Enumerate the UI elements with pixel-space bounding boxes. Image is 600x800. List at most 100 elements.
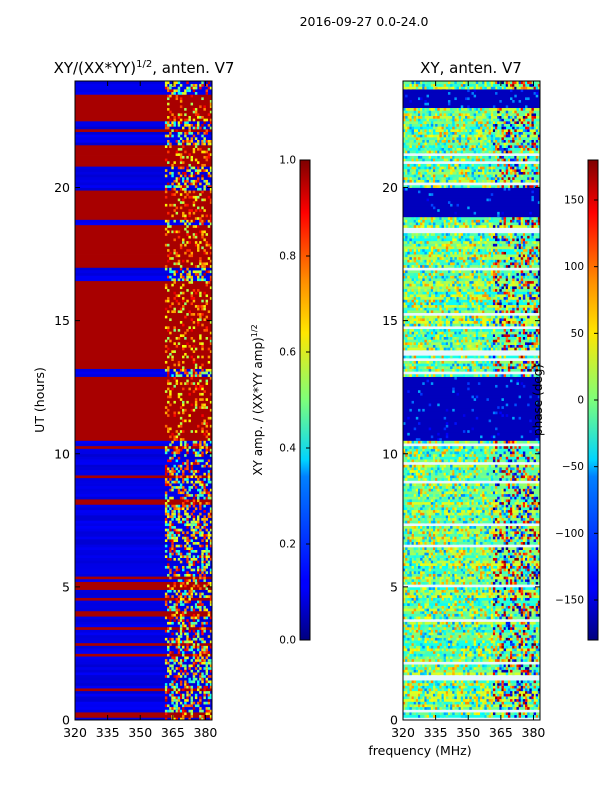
heatmap-cell bbox=[190, 546, 194, 550]
heatmap-cell bbox=[460, 549, 464, 553]
heatmap-cell bbox=[437, 658, 440, 662]
heatmap-cell bbox=[426, 605, 429, 609]
heatmap-cell bbox=[205, 621, 209, 625]
heatmap-row bbox=[75, 240, 212, 244]
heatmap-cell bbox=[426, 616, 429, 620]
heatmap-cell bbox=[443, 680, 447, 684]
heatmap-cell bbox=[527, 610, 530, 614]
heatmap-cell bbox=[432, 538, 436, 543]
heatmap-row bbox=[403, 522, 540, 527]
heatmap-cell bbox=[188, 573, 191, 577]
heatmap-cell bbox=[207, 610, 211, 614]
heatmap-cell bbox=[182, 672, 185, 676]
heatmap-cell bbox=[203, 440, 206, 444]
heatmap-cell bbox=[411, 712, 415, 716]
heatmap-cell bbox=[492, 546, 496, 550]
heatmap-cell bbox=[529, 608, 532, 612]
heatmap-cell bbox=[417, 645, 421, 649]
heatmap-cell bbox=[527, 504, 530, 508]
heatmap-cell bbox=[403, 645, 406, 649]
heatmap-row bbox=[75, 211, 212, 215]
heatmap-cell bbox=[428, 624, 432, 628]
heatmap-cell bbox=[488, 608, 492, 612]
heatmap-cell bbox=[469, 496, 472, 500]
heatmap-cell bbox=[179, 581, 183, 585]
heatmap-cell bbox=[512, 514, 515, 519]
heatmap-cell bbox=[205, 522, 209, 527]
heatmap-row bbox=[75, 576, 212, 580]
heatmap-cell bbox=[535, 653, 539, 657]
heatmap-cell bbox=[454, 554, 457, 558]
heatmap-cell bbox=[182, 554, 185, 558]
heatmap-cell bbox=[512, 533, 515, 537]
heatmap-cell bbox=[441, 704, 444, 708]
heatmap-cell bbox=[197, 275, 200, 279]
heatmap-cell bbox=[173, 685, 176, 689]
heatmap-cell bbox=[199, 397, 202, 401]
heatmap-cell bbox=[205, 448, 209, 452]
heatmap-cell bbox=[452, 632, 455, 636]
heatmap-cell bbox=[203, 168, 206, 172]
heatmap-cell bbox=[184, 171, 187, 175]
heatmap-cell bbox=[465, 605, 468, 609]
heatmap-cell bbox=[184, 594, 187, 598]
heatmap-cell bbox=[469, 613, 472, 617]
heatmap-cell bbox=[488, 512, 492, 516]
heatmap-cell bbox=[177, 512, 181, 516]
heatmap-cell bbox=[175, 379, 179, 383]
heatmap-cell bbox=[477, 642, 481, 646]
heatmap-cell bbox=[192, 656, 196, 660]
heatmap-cell bbox=[458, 626, 462, 630]
heatmap-cell bbox=[471, 520, 474, 524]
heatmap-cell bbox=[537, 690, 540, 694]
heatmap-cell bbox=[184, 445, 187, 449]
heatmap-cell bbox=[167, 536, 170, 540]
heatmap-cell bbox=[182, 368, 185, 372]
heatmap-cell bbox=[197, 243, 200, 247]
heatmap-cell bbox=[535, 672, 539, 676]
heatmap-cell bbox=[177, 672, 181, 676]
heatmap-cell bbox=[186, 530, 189, 535]
heatmap-cell bbox=[182, 291, 185, 295]
heatmap-cell bbox=[501, 592, 504, 596]
heatmap-cell bbox=[432, 701, 436, 705]
heatmap-cell bbox=[207, 549, 211, 553]
heatmap-cell bbox=[514, 698, 517, 702]
heatmap-cell bbox=[197, 685, 200, 689]
heatmap-cell bbox=[471, 525, 474, 529]
heatmap-cell bbox=[432, 530, 436, 535]
heatmap-cell bbox=[454, 642, 457, 646]
heatmap-cell bbox=[422, 680, 425, 684]
heatmap-cell bbox=[516, 666, 519, 670]
heatmap-cell bbox=[486, 690, 489, 694]
heatmap-cell bbox=[171, 666, 174, 670]
heatmap-cell bbox=[184, 368, 187, 372]
heatmap-cell bbox=[430, 589, 434, 593]
heatmap-cell bbox=[490, 512, 494, 516]
heatmap-cell bbox=[182, 411, 185, 415]
heatmap-cell bbox=[167, 115, 170, 119]
heatmap-cell bbox=[512, 496, 515, 500]
heatmap-cell bbox=[497, 600, 500, 604]
heatmap-cell bbox=[424, 586, 427, 590]
heatmap-cell bbox=[175, 448, 179, 452]
heatmap-cell bbox=[465, 538, 468, 543]
heatmap-cell bbox=[407, 706, 410, 710]
heatmap-cell bbox=[175, 608, 179, 612]
heatmap-cell bbox=[471, 690, 474, 694]
heatmap-row bbox=[75, 419, 212, 423]
heatmap-cell bbox=[533, 685, 537, 689]
heatmap-cell bbox=[197, 206, 200, 210]
heatmap-cell bbox=[495, 546, 498, 550]
heatmap-cell bbox=[420, 706, 423, 710]
heatmap-cell bbox=[422, 594, 425, 598]
heatmap-cell bbox=[531, 573, 534, 577]
heatmap-cell bbox=[199, 317, 202, 322]
heatmap-cell bbox=[169, 616, 172, 620]
heatmap-cell bbox=[499, 637, 502, 641]
heatmap-cell bbox=[201, 405, 204, 409]
heatmap-cell bbox=[199, 256, 202, 260]
heatmap-cell bbox=[194, 235, 198, 239]
heatmap-cell bbox=[188, 123, 191, 127]
heatmap-cell bbox=[486, 714, 489, 718]
